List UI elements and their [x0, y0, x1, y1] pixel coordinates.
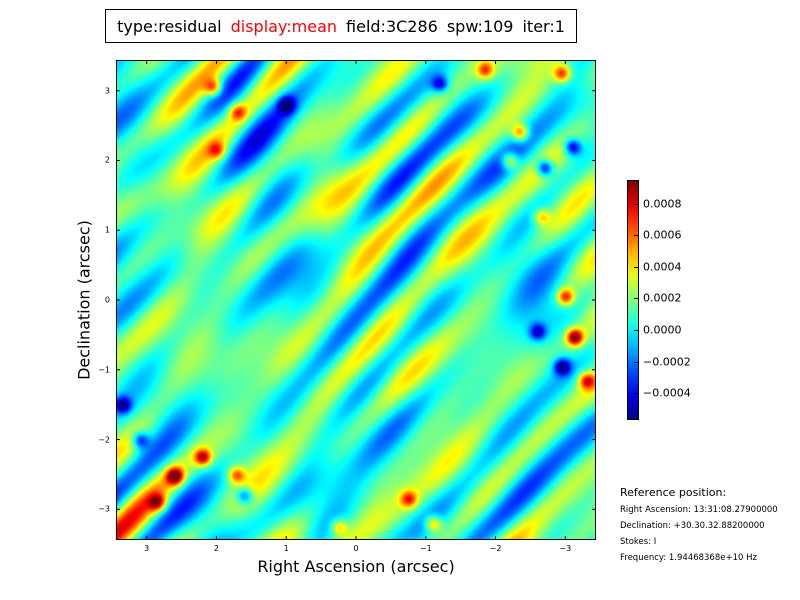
- reference-ra: Right Ascension: 13:31:08.27900000: [620, 505, 778, 515]
- colorbar-tick-mark: [634, 266, 639, 268]
- title-spw: spw:109: [446, 16, 514, 36]
- colorbar-tick-label: −0.0002: [643, 355, 691, 369]
- colorbar-tick-label: 0.0002: [643, 291, 682, 305]
- residual-image-plot[interactable]: [116, 60, 596, 540]
- axes-frame: [116, 60, 596, 540]
- y-axis-label: Declination (arcsec): [74, 220, 94, 380]
- colorbar: [627, 180, 639, 420]
- colorbar-tick-label: 0.0008: [643, 197, 682, 211]
- y-tick-label: 3: [104, 86, 110, 96]
- reference-position-panel: Reference position: Right Ascension: 13:…: [620, 486, 778, 569]
- reference-heading: Reference position:: [620, 486, 727, 499]
- y-tick-label: −3: [98, 504, 110, 514]
- heatmap-image[interactable]: [116, 60, 596, 540]
- colorbar-tick-mark: [634, 330, 639, 331]
- reference-frequency: Frequency: 1.94468368e+10 Hz: [620, 553, 757, 563]
- colorbar-tick-mark: [634, 235, 639, 237]
- x-tick-label: −3: [559, 544, 572, 553]
- colorbar-tick-label: 0.0006: [643, 228, 682, 242]
- x-tick-label: 1: [283, 544, 289, 553]
- title-iter: iter:1: [522, 16, 565, 36]
- colorbar-tick-label: 0.0000: [643, 323, 682, 337]
- title-display: display:mean: [230, 16, 338, 36]
- colorbar-tick-mark: [634, 361, 639, 363]
- x-tick-label: −2: [489, 544, 502, 553]
- y-tick-label: −2: [98, 435, 110, 445]
- y-tick-label: 1: [104, 225, 110, 235]
- title-field: field:3C286: [346, 16, 438, 36]
- colorbar-tick-mark: [634, 298, 639, 300]
- y-tick-label: 0: [104, 295, 110, 305]
- reference-stokes: Stokes: I: [620, 537, 657, 547]
- x-tick-label: 2: [213, 544, 219, 553]
- y-tick-label: −1: [98, 365, 110, 375]
- colorbar-tick-label: 0.0004: [643, 260, 682, 274]
- plot-border: [116, 60, 596, 540]
- title-type: type:residual: [117, 16, 222, 36]
- colorbar-tick-mark: [634, 393, 639, 395]
- colorbar-tick-label: −0.0004: [643, 386, 691, 400]
- y-tick-label: 2: [104, 155, 110, 165]
- plot-title-box: type:residual display:mean field:3C286 s…: [105, 9, 577, 43]
- x-tick-label: 0: [353, 544, 359, 553]
- colorbar-tick-mark: [634, 203, 639, 205]
- x-tick-label: 3: [144, 544, 150, 553]
- x-axis-label: Right Ascension (arcsec): [257, 557, 455, 576]
- reference-dec: Declination: +30.30.32.88200000: [620, 521, 765, 531]
- x-tick-label: −1: [419, 544, 432, 553]
